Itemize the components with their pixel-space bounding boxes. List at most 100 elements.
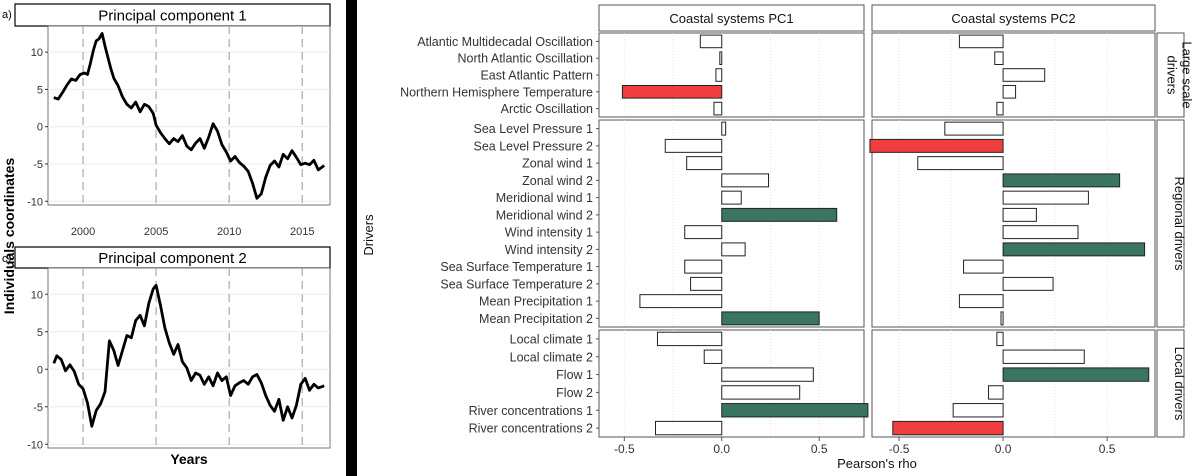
correlation-bar — [1002, 225, 1079, 240]
time-series-panel: a) Principal component 1 10 5 0 -5 -10 2000 2005… — [0, 0, 346, 476]
y-tick-label: -5 — [33, 159, 43, 171]
driver-label: Sea Surface Temperature 2 — [440, 277, 593, 291]
driver-label: Atlantic Multidecadal Oscillation — [417, 35, 593, 49]
group-label: Local drivers — [1172, 347, 1187, 421]
y-tick-label: 5 — [37, 327, 43, 339]
column-title: Coastal systems PC2 — [951, 11, 1075, 26]
correlation-bar — [699, 34, 723, 49]
x-tick-label: 0.5 — [811, 442, 828, 456]
correlation-bar — [1002, 349, 1085, 364]
correlation-bar — [1002, 367, 1150, 382]
group-label: Regional drivers — [1172, 177, 1187, 271]
y-tick-label: 10 — [31, 289, 43, 301]
column-title: Coastal systems PC1 — [669, 11, 793, 26]
panel-title: Principal component 1 — [98, 8, 246, 25]
driver-label: North Atlantic Oscillation — [458, 52, 594, 66]
panel-tag: a) — [2, 9, 12, 21]
correlation-bar — [721, 207, 838, 222]
y-axis-title: Individuals coordinates — [1, 158, 17, 315]
correlation-panel: Coastal systems PC1 Coastal systems PC2 At… — [357, 0, 1200, 476]
x-axis-title: Pearson's rho — [837, 456, 917, 471]
correlation-bar — [996, 101, 1004, 116]
facet-area — [598, 119, 865, 328]
x-tick-label: 2000 — [71, 226, 95, 238]
correlation-bar — [1002, 85, 1017, 99]
plot-area — [47, 25, 331, 206]
correlation-bar — [988, 385, 1004, 400]
facet-area — [598, 32, 865, 118]
y-axis-title: Drivers — [361, 214, 376, 256]
x-tick-label: 0.5 — [1099, 442, 1116, 456]
correlation-bar — [664, 138, 723, 153]
correlation-bar — [1002, 242, 1146, 257]
correlation-bar — [684, 259, 723, 274]
group-label: Large scale — [1180, 41, 1195, 108]
y-tick-label: 0 — [37, 364, 43, 376]
correlation-bar — [621, 85, 723, 99]
driver-label: Flow 2 — [556, 386, 593, 400]
correlation-bar — [686, 156, 723, 171]
driver-label: Sea Level Pressure 2 — [473, 139, 593, 153]
correlation-bar — [690, 276, 723, 291]
correlation-bar — [703, 349, 723, 364]
facet-area — [871, 119, 1156, 328]
y-tick-label: -5 — [33, 402, 43, 414]
y-tick-label: -10 — [27, 439, 43, 451]
x-tick-label: -0.5 — [889, 442, 910, 456]
correlation-bar — [994, 51, 1004, 66]
correlation-bar — [721, 403, 869, 418]
x-tick-label: -0.5 — [614, 442, 635, 456]
panel-title: Principal component 2 — [98, 250, 246, 267]
correlation-bar — [639, 294, 723, 309]
correlation-bar — [655, 420, 723, 436]
group-label: drivers — [1165, 55, 1180, 95]
series-line — [52, 283, 325, 428]
driver-label: Wind intensity 2 — [505, 243, 593, 257]
driver-label: Zonal wind 1 — [522, 157, 593, 171]
correlation-bar — [721, 385, 801, 400]
correlation-bar — [869, 138, 1004, 153]
correlation-bar — [1000, 311, 1004, 326]
facet-area — [871, 329, 1156, 438]
group-strip — [1156, 119, 1185, 328]
driver-label: Sea Surface Temperature 1 — [440, 260, 593, 274]
correlation-bar — [721, 190, 742, 205]
correlation-bar — [952, 403, 1004, 418]
driver-label: Mean Precipitation 1 — [479, 295, 593, 309]
correlation-bar — [684, 225, 723, 240]
correlation-bar — [958, 34, 1004, 49]
driver-label: Local climate 1 — [510, 332, 593, 346]
correlation-bar — [721, 242, 746, 257]
driver-label: Meridional wind 2 — [496, 208, 593, 222]
x-tick-label: 2010 — [217, 226, 241, 238]
x-tick-label: 0.0 — [995, 442, 1012, 456]
correlation-bar — [944, 121, 1004, 136]
correlation-bar — [721, 121, 727, 136]
column-strip — [598, 4, 865, 32]
driver-label: Sea Level Pressure 1 — [473, 122, 593, 136]
y-tick-label: -10 — [27, 196, 43, 208]
correlation-bar — [719, 51, 723, 66]
correlation-bar — [1002, 173, 1121, 188]
correlation-bar — [721, 173, 770, 188]
facet-area — [598, 329, 865, 438]
correlation-bar — [1002, 190, 1089, 205]
correlation-bar — [713, 101, 723, 116]
correlation-bar — [721, 311, 820, 326]
y-tick-label: 10 — [31, 47, 43, 59]
column-strip — [871, 4, 1156, 32]
series-line — [53, 32, 326, 200]
correlation-bar — [715, 68, 723, 82]
correlation-bar — [996, 331, 1004, 347]
driver-label: Local climate 2 — [510, 350, 593, 364]
driver-label: River concentrations 2 — [469, 422, 593, 436]
panel-tag: c) — [2, 253, 11, 265]
time-series-figure: a) Principal component 1 10 5 0 -5 -10 2000 2005… — [1, 3, 331, 467]
driver-label: Meridional wind 1 — [496, 191, 593, 205]
driver-label: Mean Precipitation 2 — [479, 312, 593, 326]
x-axis-title: Years — [170, 451, 208, 467]
x-tick-label: 2015 — [290, 226, 314, 238]
correlation-bar — [963, 259, 1004, 274]
driver-label: Northern Hemisphere Temperature — [400, 85, 593, 99]
driver-label: Arctic Oscillation — [501, 102, 593, 116]
